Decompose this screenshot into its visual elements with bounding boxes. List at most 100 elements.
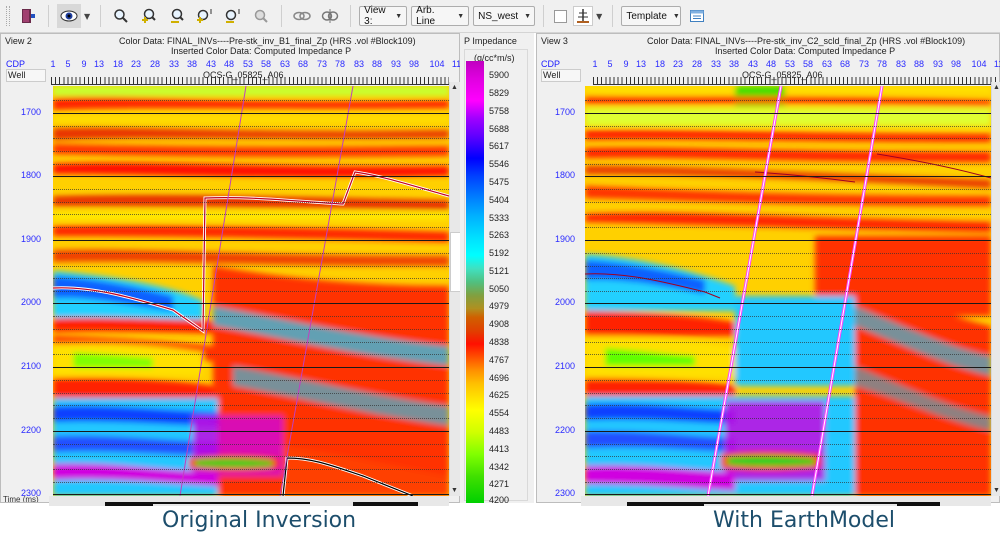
cdp-tick: 88 — [913, 59, 925, 69]
zoom-in-vertical-button[interactable] — [193, 4, 217, 28]
minor-gridline — [585, 418, 991, 419]
scroll-down-arrow[interactable]: ▼ — [451, 487, 458, 494]
line-name-select[interactable]: NS_west ▼ — [473, 6, 536, 26]
cdp-tick: 68 — [297, 59, 309, 69]
time-gridline — [585, 367, 991, 368]
zoom-out-vertical-button[interactable] — [221, 4, 245, 28]
legend-value: 5404 — [489, 195, 510, 205]
time-tick: 1800 — [554, 170, 575, 180]
minor-gridline — [53, 164, 449, 165]
cdp-tick: 1 — [592, 59, 598, 69]
minor-gridline — [585, 266, 991, 267]
minor-gridline — [585, 482, 991, 483]
minor-gridline — [53, 469, 449, 470]
time-gridline — [53, 113, 449, 114]
right-seismic-view: View 3 Color Data: FINAL_INVs----Pre-stk… — [536, 33, 1000, 506]
well-display-dropdown-arrow[interactable]: ▼ — [596, 11, 603, 21]
cdp-tick: 104 — [971, 59, 987, 69]
time-tick: 2100 — [554, 361, 575, 371]
cdp-tick: 1 — [50, 59, 56, 69]
cdp-tick: 48 — [223, 59, 235, 69]
window-layout-icon — [690, 10, 705, 22]
window-layout-button[interactable] — [685, 4, 709, 28]
seismic-section-original[interactable] — [53, 86, 449, 496]
vertical-scrollbar[interactable]: ▲ ▼ — [449, 82, 461, 496]
view-title: View 2 — [5, 36, 32, 46]
exit-icon — [22, 9, 35, 23]
cdp-axis-label: CDP — [6, 59, 26, 69]
time-tick: 2000 — [20, 297, 41, 307]
display-checkbox[interactable] — [554, 9, 568, 23]
cdp-tick: 48 — [765, 59, 777, 69]
legend-value: 4413 — [489, 444, 510, 454]
time-gridline — [585, 431, 991, 432]
scroll-up-arrow[interactable]: ▲ — [993, 84, 1000, 91]
link-icon — [293, 11, 311, 21]
horizontal-scrollbar[interactable] — [581, 496, 991, 506]
zoom-in-button[interactable] — [137, 4, 161, 28]
time-tick: 2000 — [554, 297, 575, 307]
minor-gridline — [53, 393, 449, 394]
color-data-label: Color Data: FINAL_INVs----Pre-stk_inv_C2… — [647, 36, 966, 46]
view-select[interactable]: View 3: ▼ — [359, 5, 408, 27]
cdp-tick: 28 — [149, 59, 161, 69]
time-gridline — [53, 176, 449, 177]
minor-gridline — [585, 329, 991, 330]
cdp-tick: 18 — [112, 59, 124, 69]
time-tick: 2300 — [20, 488, 41, 498]
time-gridline — [53, 303, 449, 304]
vertical-scrollbar[interactable]: ▲ ▼ — [991, 82, 1000, 496]
time-gridline — [585, 303, 991, 304]
legend-value: 4342 — [489, 462, 510, 472]
minor-gridline — [53, 253, 449, 254]
line-type-select[interactable]: Arb. Line ▼ — [411, 5, 470, 27]
display-dropdown-arrow[interactable]: ▼ — [84, 11, 91, 21]
legend-value: 4625 — [489, 390, 510, 400]
minor-gridline — [585, 393, 991, 394]
template-select[interactable]: Template ▼ — [621, 6, 682, 26]
toolbar-separator — [543, 5, 545, 27]
eye-icon — [60, 10, 78, 22]
time-gridline — [53, 240, 449, 241]
cdp-tick: 83 — [895, 59, 907, 69]
well-label: Well — [541, 69, 581, 82]
time-tick: 1900 — [554, 234, 575, 244]
cdp-axis-label: CDP — [541, 59, 561, 69]
scroll-up-arrow[interactable]: ▲ — [451, 84, 458, 91]
cdp-tick-labels: 1 5 9 13 18 23 28 33 38 43 48 53 58 63 6… — [592, 59, 1000, 71]
link-views-button[interactable] — [290, 4, 314, 28]
cdp-tick: 38 — [728, 59, 740, 69]
zoom-reset-button[interactable] — [249, 4, 273, 28]
minor-gridline — [585, 405, 991, 406]
minor-gridline — [53, 266, 449, 267]
zoom-out-button[interactable] — [165, 4, 189, 28]
cdp-tick: 98 — [408, 59, 420, 69]
minor-gridline — [53, 202, 449, 203]
cdp-tick: 38 — [186, 59, 198, 69]
well-display-button[interactable] — [573, 6, 594, 26]
time-gridline — [53, 431, 449, 432]
toolbar-separator — [48, 5, 49, 27]
zoom-in-vertical-icon — [197, 9, 212, 23]
zoom-button[interactable] — [109, 4, 133, 28]
seismic-section-earthmodel[interactable] — [585, 86, 991, 496]
time-tick: 2100 — [20, 361, 41, 371]
exit-button[interactable] — [16, 4, 40, 28]
horizontal-scrollbar[interactable] — [49, 496, 449, 506]
toolbar-grip[interactable] — [6, 6, 10, 26]
unlink-views-button[interactable] — [318, 4, 342, 28]
cdp-tick: 73 — [316, 59, 328, 69]
minor-gridline — [53, 329, 449, 330]
minor-gridline — [53, 227, 449, 228]
time-gridline — [585, 240, 991, 241]
display-button[interactable] — [57, 4, 81, 28]
scroll-down-arrow[interactable]: ▼ — [993, 487, 1000, 494]
toolbar-separator — [100, 5, 102, 27]
scroll-indicator — [153, 502, 310, 504]
minor-gridline — [585, 354, 991, 355]
cdp-tick: 58 — [802, 59, 814, 69]
minor-gridline — [53, 380, 449, 381]
cdp-tick: 58 — [260, 59, 272, 69]
view-select-value: View 3: — [364, 5, 386, 27]
cdp-tick: 93 — [390, 59, 402, 69]
